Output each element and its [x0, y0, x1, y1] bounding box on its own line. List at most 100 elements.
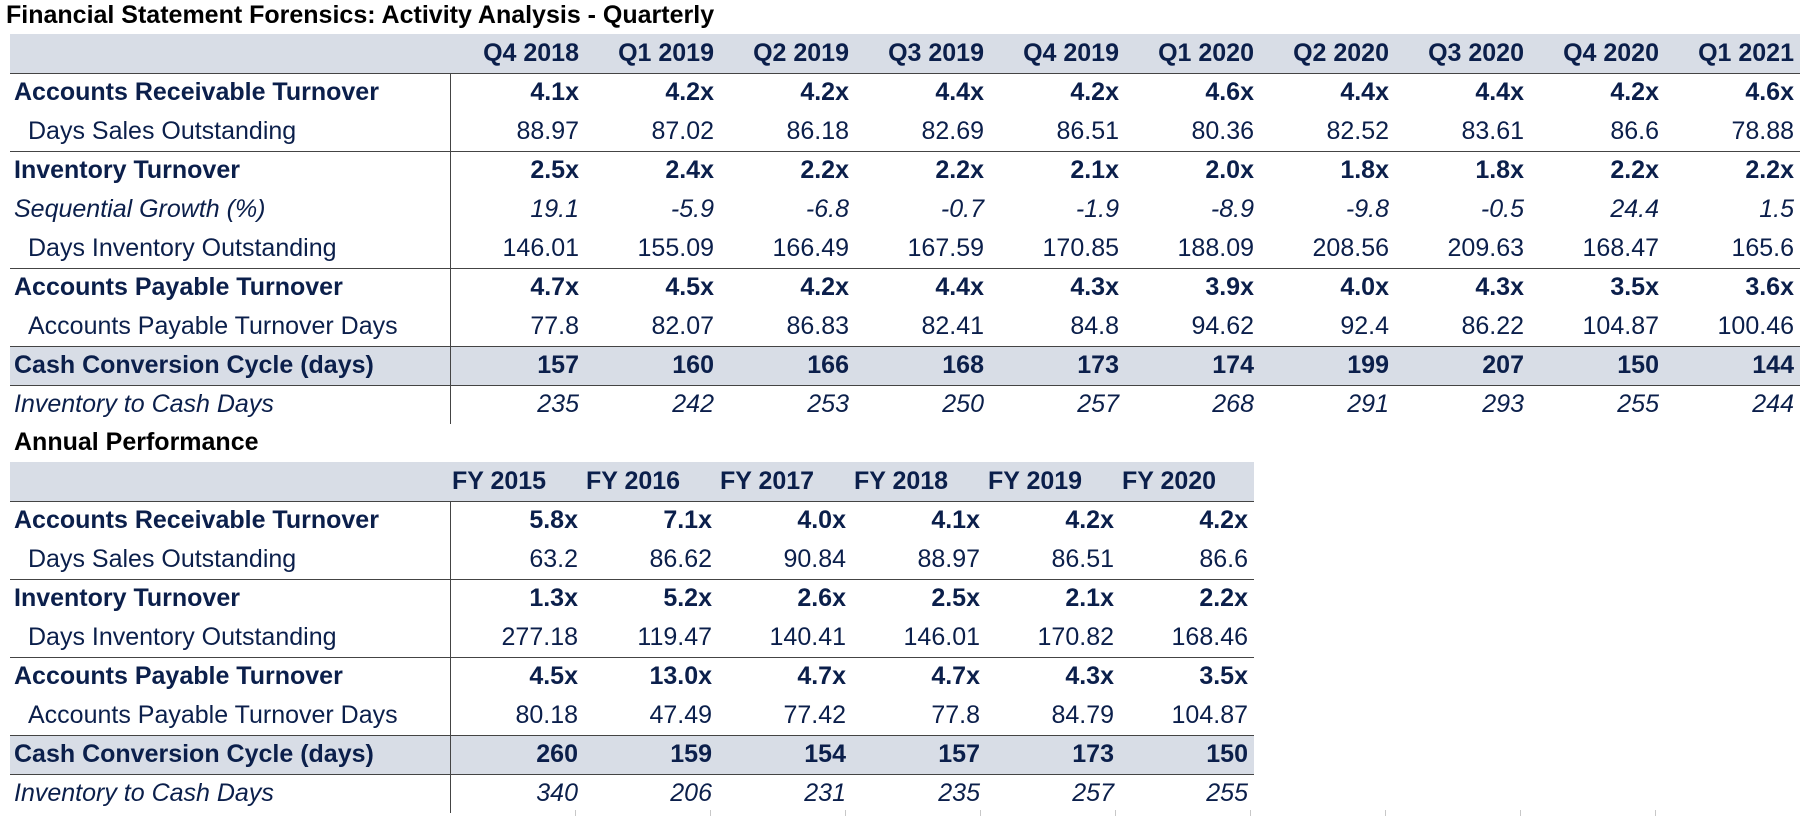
value-cell: 4.4x [1260, 72, 1395, 112]
value-cell: -0.5 [1480, 195, 1524, 223]
value-cell: 86.51 [1051, 544, 1114, 573]
value-cell: 209.63 [1447, 233, 1524, 262]
value-cell: 244 [1752, 390, 1794, 419]
value-cell: 104.87 [1171, 700, 1248, 729]
sheet-title: Financial Statement Forensics: Activity … [6, 1, 715, 29]
value-cell: 13.0x [584, 656, 718, 696]
value-cell: 83.61 [1461, 116, 1524, 145]
table-row: Days Sales Outstanding 88.97 87.02 86.18 82.… [10, 112, 1800, 151]
value-cell: 166.49 [772, 233, 849, 262]
value-cell: -5.9 [670, 195, 714, 223]
annual-section-title: Annual Performance [14, 428, 259, 456]
value-cell: 340 [536, 779, 578, 808]
table-row: Inventory Turnover 1.3x 5.2x 2.6x 2.5x 2.1x 2.… [10, 578, 1254, 618]
value-cell: 82.41 [921, 311, 984, 340]
value-cell: 2.0x [1125, 150, 1260, 190]
value-cell: 4.2x [720, 72, 855, 112]
value-cell: 84.79 [1051, 700, 1114, 729]
value-cell: 150 [1120, 734, 1254, 775]
table-row: Inventory to Cash Days 235 242 253 250 257 268… [10, 385, 1800, 424]
value-cell: 235 [938, 779, 980, 808]
row-label: Accounts Receivable Turnover [10, 500, 451, 540]
column-header: Q2 2019 [720, 34, 855, 73]
row-label: Inventory to Cash Days [10, 774, 451, 813]
value-cell: 119.47 [637, 622, 712, 651]
value-cell: 5.8x [450, 500, 584, 540]
value-cell: 4.6x [1665, 72, 1800, 112]
value-cell: 84.8 [1070, 311, 1119, 340]
table-row: Accounts Receivable Turnover 5.8x 7.1x 4.0x… [10, 500, 1254, 540]
row-label: Days Sales Outstanding [10, 112, 451, 151]
value-cell: 1.5 [1759, 195, 1794, 223]
annual-header-row: FY 2015 FY 2016 FY 2017 FY 2018 FY 2019 FY 20… [10, 462, 1254, 501]
column-header: Q1 2020 [1125, 34, 1260, 73]
value-cell: -0.7 [940, 195, 984, 223]
value-cell: 159 [584, 734, 718, 775]
column-header: FY 2017 [718, 462, 852, 501]
value-cell: 255 [1617, 390, 1659, 419]
gridline-tick [1115, 810, 1116, 816]
value-cell: 3.9x [1125, 267, 1260, 307]
value-cell: 157 [852, 734, 986, 775]
column-header: Q4 2019 [990, 34, 1125, 73]
column-header: Q1 2021 [1665, 34, 1800, 73]
column-header: FY 2018 [852, 462, 986, 501]
column-header: FY 2015 [450, 462, 584, 501]
value-cell: 4.7x [852, 656, 986, 696]
value-cell: 4.3x [986, 656, 1120, 696]
value-cell: 260 [450, 734, 584, 775]
gridline-tick [575, 810, 576, 816]
table-row: Days Inventory Outstanding 277.18 119.47 14… [10, 618, 1254, 657]
table-row: Accounts Receivable Turnover 4.1x 4.2x 4.2x… [10, 72, 1800, 112]
value-cell: 86.51 [1056, 116, 1119, 145]
value-cell: 4.0x [718, 500, 852, 540]
row-label: Inventory to Cash Days [10, 385, 451, 424]
value-cell: 94.62 [1191, 311, 1254, 340]
value-cell: 168 [855, 345, 990, 386]
value-cell: 291 [1347, 390, 1389, 419]
value-cell: 170.82 [1037, 622, 1114, 651]
annual-table: FY 2015 FY 2016 FY 2017 FY 2018 FY 2019 FY 20… [10, 462, 1254, 813]
value-cell: 100.46 [1717, 311, 1794, 340]
value-cell: 166 [720, 345, 855, 386]
value-cell: 170.85 [1042, 233, 1119, 262]
value-cell: 4.2x [585, 72, 720, 112]
quarterly-header-row: Q4 2018 Q1 2019 Q2 2019 Q3 2019 Q4 2019 Q1 20… [10, 34, 1800, 73]
value-cell: 4.2x [986, 500, 1120, 540]
value-cell: 155.09 [637, 233, 714, 262]
row-label: Accounts Receivable Turnover [10, 72, 451, 112]
value-cell: 154 [718, 734, 852, 775]
table-row: Inventory to Cash Days 340 206 231 235 257 255 [10, 774, 1254, 813]
table-row: Days Inventory Outstanding 146.01 155.09 16… [10, 229, 1800, 268]
value-cell: 19.1 [530, 195, 579, 223]
value-cell: 2.4x [585, 150, 720, 190]
value-cell: -1.9 [1075, 195, 1119, 223]
value-cell: 88.97 [917, 544, 980, 573]
value-cell: 2.1x [990, 150, 1125, 190]
value-cell: 255 [1206, 779, 1248, 808]
value-cell: 2.2x [1530, 150, 1665, 190]
row-label: Accounts Payable Turnover [10, 267, 451, 307]
value-cell: 257 [1072, 779, 1114, 808]
value-cell: 235 [537, 390, 579, 419]
value-cell: 88.97 [516, 116, 579, 145]
gridline-tick [1250, 810, 1251, 816]
row-label: Cash Conversion Cycle (days) [10, 734, 451, 775]
table-row: Inventory Turnover 2.5x 2.4x 2.2x 2.2x 2.1x 2.… [10, 150, 1800, 190]
value-cell: 277.18 [501, 622, 578, 651]
value-cell: 4.7x [718, 656, 852, 696]
value-cell: 157 [450, 345, 585, 386]
value-cell: -9.8 [1345, 195, 1389, 223]
value-cell: 90.84 [783, 544, 846, 573]
value-cell: 63.2 [529, 544, 578, 573]
value-cell: 77.8 [931, 700, 980, 729]
column-header: Q3 2020 [1395, 34, 1530, 73]
value-cell: 4.0x [1260, 267, 1395, 307]
row-label: Days Inventory Outstanding [10, 618, 451, 657]
column-header: FY 2016 [584, 462, 718, 501]
value-cell: 104.87 [1582, 311, 1659, 340]
value-cell: 206 [670, 779, 712, 808]
value-cell: 231 [804, 779, 846, 808]
value-cell: 2.6x [718, 578, 852, 618]
value-cell: 86.22 [1461, 311, 1524, 340]
